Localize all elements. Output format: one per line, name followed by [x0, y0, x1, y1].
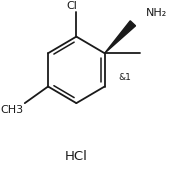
- Text: HCl: HCl: [65, 150, 88, 163]
- Text: &1: &1: [119, 73, 132, 82]
- Text: CH3: CH3: [0, 105, 23, 115]
- Polygon shape: [105, 21, 136, 53]
- Text: Cl: Cl: [66, 1, 77, 11]
- Text: NH₂: NH₂: [146, 8, 167, 18]
